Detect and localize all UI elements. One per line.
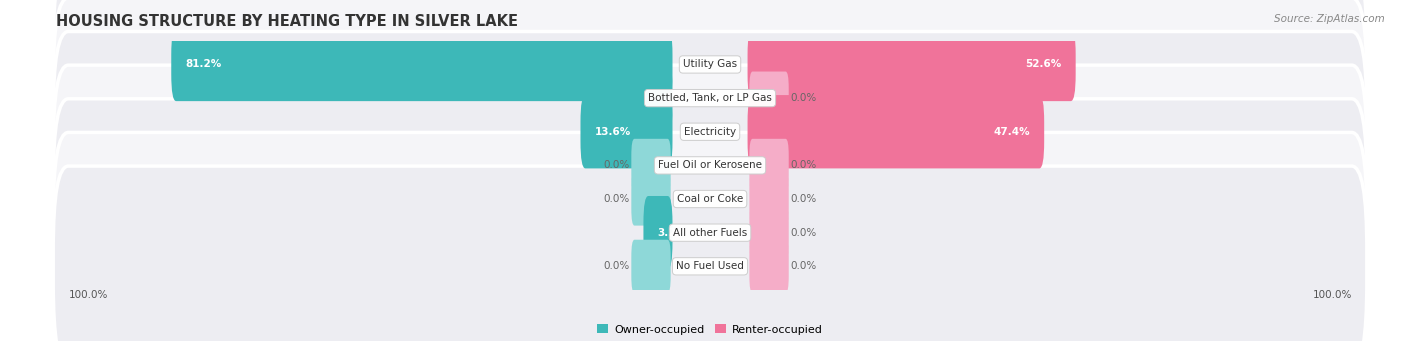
Text: 3.2%: 3.2% — [658, 228, 686, 238]
FancyBboxPatch shape — [749, 72, 789, 125]
Text: 0.0%: 0.0% — [790, 228, 817, 238]
Text: 81.2%: 81.2% — [186, 59, 221, 70]
Text: 52.6%: 52.6% — [1025, 59, 1062, 70]
Text: 100.0%: 100.0% — [1312, 290, 1351, 300]
FancyBboxPatch shape — [53, 132, 1367, 333]
Legend: Owner-occupied, Renter-occupied: Owner-occupied, Renter-occupied — [593, 320, 827, 339]
FancyBboxPatch shape — [749, 139, 789, 192]
FancyBboxPatch shape — [749, 240, 789, 293]
Text: 0.0%: 0.0% — [603, 160, 630, 170]
FancyBboxPatch shape — [53, 99, 1367, 299]
Text: Source: ZipAtlas.com: Source: ZipAtlas.com — [1274, 14, 1385, 24]
Text: Fuel Oil or Kerosene: Fuel Oil or Kerosene — [658, 160, 762, 170]
FancyBboxPatch shape — [53, 166, 1367, 341]
FancyBboxPatch shape — [631, 240, 671, 293]
Text: Electricity: Electricity — [683, 127, 737, 137]
Text: No Fuel Used: No Fuel Used — [676, 261, 744, 271]
Text: 0.0%: 0.0% — [790, 160, 817, 170]
FancyBboxPatch shape — [53, 65, 1367, 266]
Text: Utility Gas: Utility Gas — [683, 59, 737, 70]
Text: HOUSING STRUCTURE BY HEATING TYPE IN SILVER LAKE: HOUSING STRUCTURE BY HEATING TYPE IN SIL… — [56, 14, 519, 29]
Text: 0.0%: 0.0% — [603, 194, 630, 204]
FancyBboxPatch shape — [53, 31, 1367, 232]
Text: All other Fuels: All other Fuels — [673, 228, 747, 238]
FancyBboxPatch shape — [749, 173, 789, 226]
Text: Coal or Coke: Coal or Coke — [676, 194, 744, 204]
Text: 0.0%: 0.0% — [790, 194, 817, 204]
FancyBboxPatch shape — [53, 0, 1367, 165]
FancyBboxPatch shape — [748, 28, 1076, 101]
Text: 47.4%: 47.4% — [994, 127, 1031, 137]
FancyBboxPatch shape — [581, 95, 672, 168]
FancyBboxPatch shape — [748, 95, 1045, 168]
Text: 1.9%: 1.9% — [665, 93, 695, 103]
FancyBboxPatch shape — [53, 0, 1367, 198]
FancyBboxPatch shape — [651, 61, 672, 135]
FancyBboxPatch shape — [749, 206, 789, 259]
Text: 100.0%: 100.0% — [69, 290, 108, 300]
FancyBboxPatch shape — [631, 173, 671, 226]
Text: 0.0%: 0.0% — [790, 93, 817, 103]
FancyBboxPatch shape — [631, 139, 671, 192]
FancyBboxPatch shape — [644, 196, 672, 269]
Text: Bottled, Tank, or LP Gas: Bottled, Tank, or LP Gas — [648, 93, 772, 103]
FancyBboxPatch shape — [172, 28, 672, 101]
Text: 13.6%: 13.6% — [595, 127, 631, 137]
Text: 0.0%: 0.0% — [603, 261, 630, 271]
Text: 0.0%: 0.0% — [790, 261, 817, 271]
